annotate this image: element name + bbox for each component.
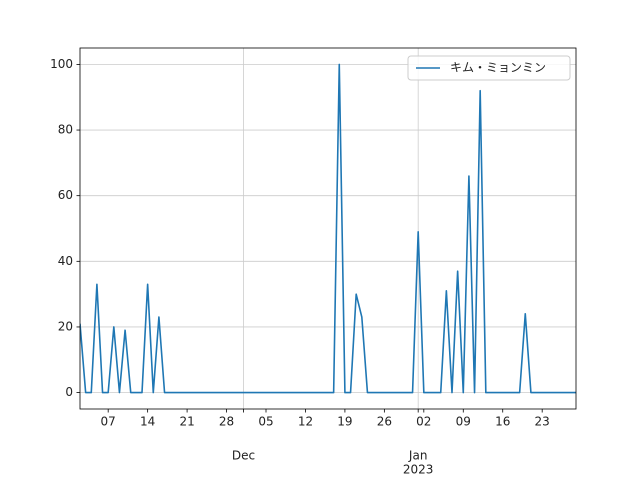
x-tick-label: 09 (456, 415, 471, 429)
y-tick-label: 20 (58, 319, 73, 333)
y-tick-label: 40 (58, 254, 73, 268)
x-tick-label: 07 (101, 415, 116, 429)
legend: キム・ミョンミン (407, 55, 571, 81)
x-tick-label: 21 (179, 415, 194, 429)
x-tick-label: 28 (219, 415, 234, 429)
legend-label: キム・ミョンミン (450, 61, 546, 75)
plot (80, 63, 576, 394)
x-tick-label: 05 (258, 415, 273, 429)
axes: 0 20 40 60 80 100 07 14 21 28 05 12 19 26 02 09 16 23 Dec J… (50, 55, 571, 477)
legend-box (407, 55, 571, 81)
x-tick-label: 16 (495, 415, 510, 429)
y-tick-label: 0 (65, 385, 73, 399)
x-year-label: 2023 (403, 463, 434, 477)
y-tick-label: 80 (58, 123, 73, 137)
grid (80, 48, 576, 409)
line-series (80, 63, 576, 394)
y-tick-label: 60 (58, 188, 73, 202)
x-tick-label: 19 (337, 415, 352, 429)
y-tick-label: 100 (50, 57, 73, 71)
x-tick-label: 14 (140, 415, 155, 429)
x-tick-label: 12 (298, 415, 313, 429)
x-tick-label: 02 (416, 415, 431, 429)
x-tick-label: 26 (377, 415, 392, 429)
x-month-label: Jan (408, 449, 428, 463)
axes-frame (79, 47, 577, 410)
x-month-label: Dec (232, 449, 255, 463)
x-tick-label: 23 (535, 415, 550, 429)
